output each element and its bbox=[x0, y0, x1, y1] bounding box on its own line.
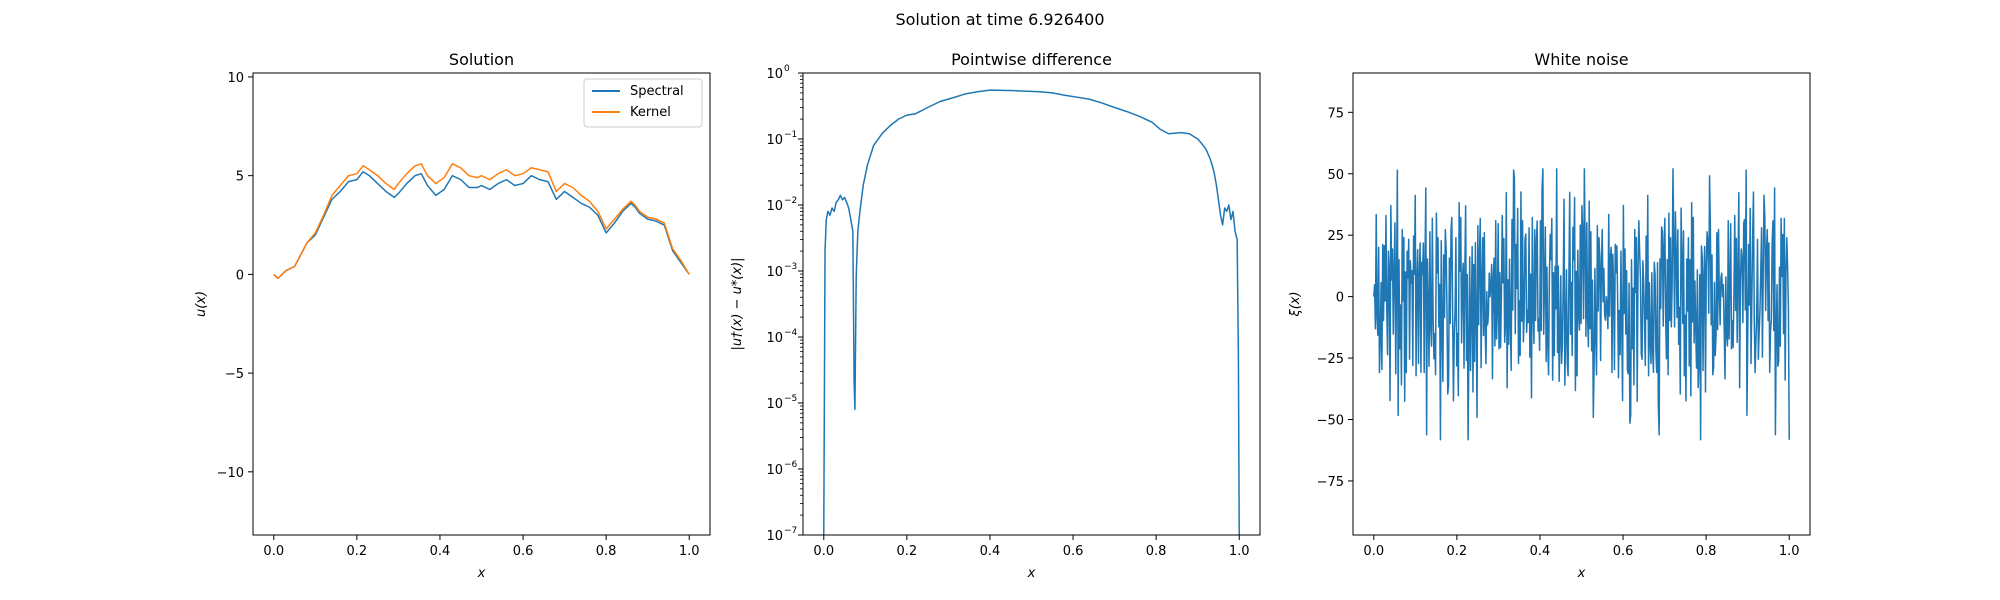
solution-panel: 0.0 0.2 0.4 0.6 0.8 1.0 10 5 0 −5 −10 Solution x u(x)… bbox=[194, 50, 711, 581]
legend: Spectral Kernel bbox=[583, 78, 703, 128]
y-tick-label: 10 bbox=[766, 199, 783, 214]
series-line-0 bbox=[1373, 168, 1790, 441]
series-line-kernel bbox=[273, 163, 690, 280]
y-tick-label: 10 bbox=[766, 265, 783, 280]
y-tick-exponent: −7 bbox=[784, 526, 797, 536]
x-tick-label: 0.0 bbox=[263, 544, 284, 559]
y-tick-label: −10 bbox=[217, 466, 244, 481]
x-tick-label: 1.0 bbox=[679, 544, 700, 559]
y-tick-label: −75 bbox=[1317, 475, 1344, 490]
x-axis-label: x bbox=[1577, 566, 1586, 581]
white-noise-panel: 0.0 0.2 0.4 0.6 0.8 1.0 75 50 25 0 −25 −50 −75 White … bbox=[1288, 50, 1811, 581]
y-tick-label: −5 bbox=[225, 367, 244, 382]
y-tick-exponent: −3 bbox=[784, 262, 797, 272]
y-tick-label: 25 bbox=[1327, 229, 1344, 244]
y-tick-label: 10 bbox=[766, 133, 783, 148]
y-tick-label: 50 bbox=[1327, 168, 1344, 183]
x-tick-label: 0.2 bbox=[897, 544, 918, 559]
y-axis-label: u(x) bbox=[194, 291, 209, 317]
x-tick-label: 1.0 bbox=[1779, 544, 1800, 559]
axes-title: Pointwise difference bbox=[951, 50, 1112, 69]
x-tick-label: 0.2 bbox=[1447, 544, 1468, 559]
x-tick-label: 0.4 bbox=[980, 544, 1001, 559]
figure-suptitle: Solution at time 6.926400 bbox=[895, 10, 1104, 29]
y-tick-label: 10 bbox=[766, 463, 783, 478]
x-tick-label: 0.6 bbox=[513, 544, 534, 559]
x-tick-label: 0.2 bbox=[347, 544, 368, 559]
y-tick-exponent: −6 bbox=[784, 460, 798, 470]
y-axis-label: ξ(x) bbox=[1288, 291, 1303, 317]
y-tick-label: 0 bbox=[1336, 291, 1344, 306]
axes-title: White noise bbox=[1534, 50, 1628, 69]
x-tick-label: 1.0 bbox=[1229, 544, 1250, 559]
y-tick-label: 5 bbox=[236, 170, 244, 185]
y-tick-exponent: −2 bbox=[784, 196, 797, 206]
legend-label-kernel: Kernel bbox=[630, 105, 671, 120]
x-tick-label: 0.8 bbox=[1696, 544, 1717, 559]
x-tick-label: 0.4 bbox=[430, 544, 451, 559]
y-tick-exponent: 0 bbox=[784, 64, 790, 74]
y-tick-label: 10 bbox=[766, 529, 783, 544]
x-tick-label: 0.8 bbox=[596, 544, 617, 559]
y-tick-exponent: −1 bbox=[784, 130, 797, 140]
y-tick-exponent: −5 bbox=[784, 394, 797, 404]
y-axis-label: |u†(x) − u*(x)| bbox=[730, 257, 745, 350]
y-tick-label: −25 bbox=[1317, 352, 1344, 367]
y-tick-exponent: −4 bbox=[784, 328, 798, 338]
x-tick-label: 0.6 bbox=[1613, 544, 1634, 559]
axes-frame bbox=[1352, 72, 1811, 536]
legend-label-spectral: Spectral bbox=[630, 84, 684, 99]
y-tick-label: 10 bbox=[766, 397, 783, 412]
x-tick-label: 0.0 bbox=[1363, 544, 1384, 559]
y-tick-label: 10 bbox=[766, 331, 783, 346]
y-tick-label: 75 bbox=[1327, 106, 1344, 121]
series-line-spectral bbox=[273, 170, 690, 280]
x-axis-label: x bbox=[477, 566, 486, 581]
y-tick-label: −50 bbox=[1317, 414, 1344, 429]
x-axis-label: x bbox=[1027, 566, 1036, 581]
series-line-0 bbox=[823, 89, 1240, 535]
axes-title: Solution bbox=[449, 50, 514, 69]
y-tick-label: 0 bbox=[236, 268, 244, 283]
x-tick-label: 0.0 bbox=[813, 544, 834, 559]
y-tick-label: 10 bbox=[227, 71, 244, 86]
axes-frame bbox=[252, 72, 711, 536]
x-tick-label: 0.4 bbox=[1530, 544, 1551, 559]
x-tick-label: 0.8 bbox=[1146, 544, 1167, 559]
axes-frame bbox=[802, 72, 1261, 536]
x-tick-label: 0.6 bbox=[1063, 544, 1084, 559]
y-tick-label: 10 bbox=[766, 67, 783, 82]
